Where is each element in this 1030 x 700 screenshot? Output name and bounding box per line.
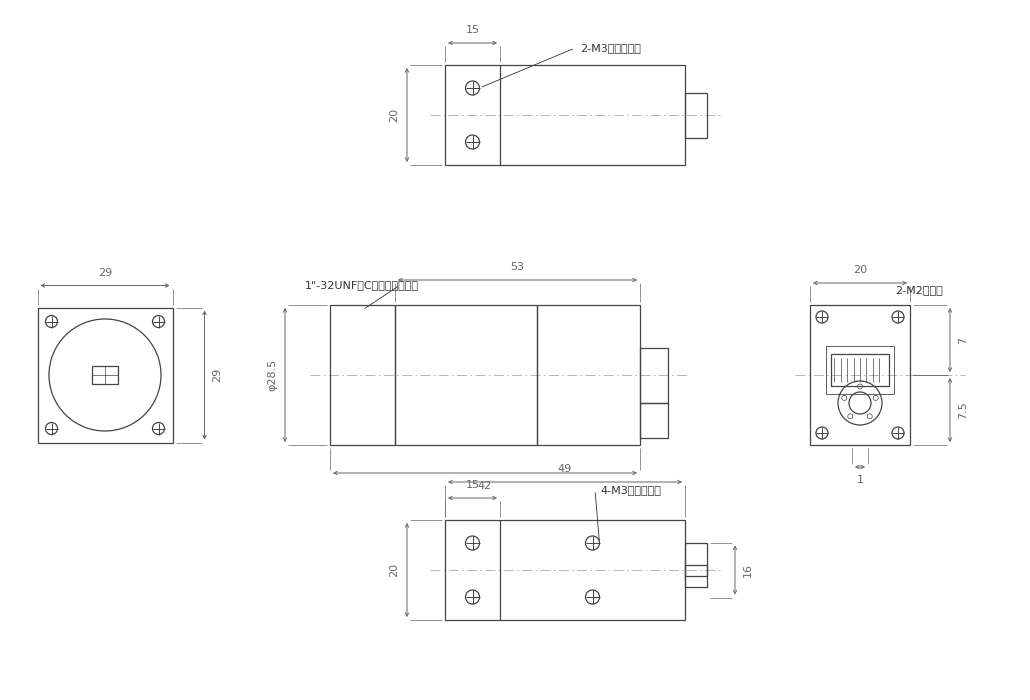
Text: 20: 20 — [853, 265, 867, 275]
Text: 53: 53 — [511, 262, 524, 272]
Text: 16: 16 — [743, 563, 753, 577]
Bar — [445, 520, 685, 620]
Bar — [92, 366, 118, 384]
Bar — [537, 305, 640, 445]
Bar — [394, 305, 537, 445]
Text: 42: 42 — [478, 481, 492, 491]
Text: 49: 49 — [558, 464, 572, 474]
Text: 4-M3深さ３．５: 4-M3深さ３．５ — [600, 485, 661, 495]
Text: 20: 20 — [389, 108, 399, 122]
Bar — [37, 307, 172, 442]
Text: 29: 29 — [212, 368, 222, 382]
Text: 20: 20 — [389, 563, 399, 577]
Bar — [685, 564, 707, 587]
Bar — [640, 347, 668, 402]
Text: 15: 15 — [466, 480, 480, 490]
Bar — [685, 92, 707, 137]
Bar — [330, 305, 394, 445]
Text: 7.5: 7.5 — [958, 401, 968, 419]
Bar — [685, 542, 707, 575]
Text: 1"-32UNF（Cマウントネジ）: 1"-32UNF（Cマウントネジ） — [305, 280, 419, 290]
Text: 2-M2深さ４: 2-M2深さ４ — [895, 285, 942, 295]
Text: 15: 15 — [466, 25, 480, 35]
Text: 2-M3深さ３．５: 2-M3深さ３．５ — [580, 43, 641, 53]
Bar — [640, 402, 668, 438]
Bar — [831, 354, 889, 386]
Bar — [810, 305, 909, 445]
Text: φ28.5: φ28.5 — [267, 359, 277, 391]
Bar — [826, 346, 894, 394]
Text: 29: 29 — [98, 267, 112, 277]
Text: 1: 1 — [857, 475, 863, 485]
Bar — [445, 65, 685, 165]
Text: 7: 7 — [958, 337, 968, 344]
